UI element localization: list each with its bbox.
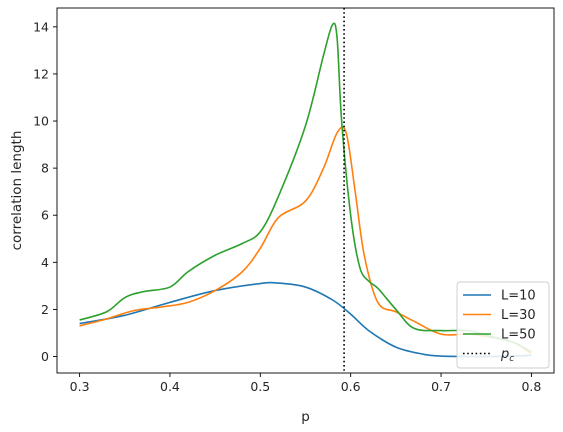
y-tick-label: 10 <box>33 114 49 129</box>
legend-label: L=50 <box>501 328 536 343</box>
y-tick-label: 2 <box>41 302 49 317</box>
y-tick-label: 8 <box>41 161 49 176</box>
series-line-2 <box>79 126 532 355</box>
legend-label: pc <box>500 347 514 364</box>
y-tick-label: 12 <box>33 66 49 81</box>
y-tick-label: 0 <box>41 349 49 364</box>
x-tick-label: 0.6 <box>341 379 361 394</box>
legend-label: L=30 <box>501 308 536 323</box>
x-tick-label: 0.3 <box>70 379 90 394</box>
y-axis-label: correlation length <box>9 131 25 251</box>
y-tick-label: 14 <box>33 19 49 34</box>
x-tick-label: 0.5 <box>250 379 270 394</box>
y-tick-label: 4 <box>41 255 49 270</box>
series-line-3 <box>79 22 532 353</box>
x-axis-label: p <box>301 409 310 425</box>
legend-box <box>456 281 550 369</box>
y-axis: 0 2 4 6 8 10 12 14 <box>33 19 57 364</box>
x-tick-label: 0.7 <box>431 379 451 394</box>
legend: L=10 L=30 L=50 pc <box>456 281 550 369</box>
x-tick-label: 0.4 <box>160 379 180 394</box>
axes-frame <box>56 7 555 374</box>
x-tick-label: 0.8 <box>521 379 541 394</box>
y-tick-label: 6 <box>41 208 49 223</box>
x-axis: 0.3 0.4 0.5 0.6 0.7 0.8 <box>70 373 541 394</box>
legend-label: L=10 <box>501 289 536 304</box>
